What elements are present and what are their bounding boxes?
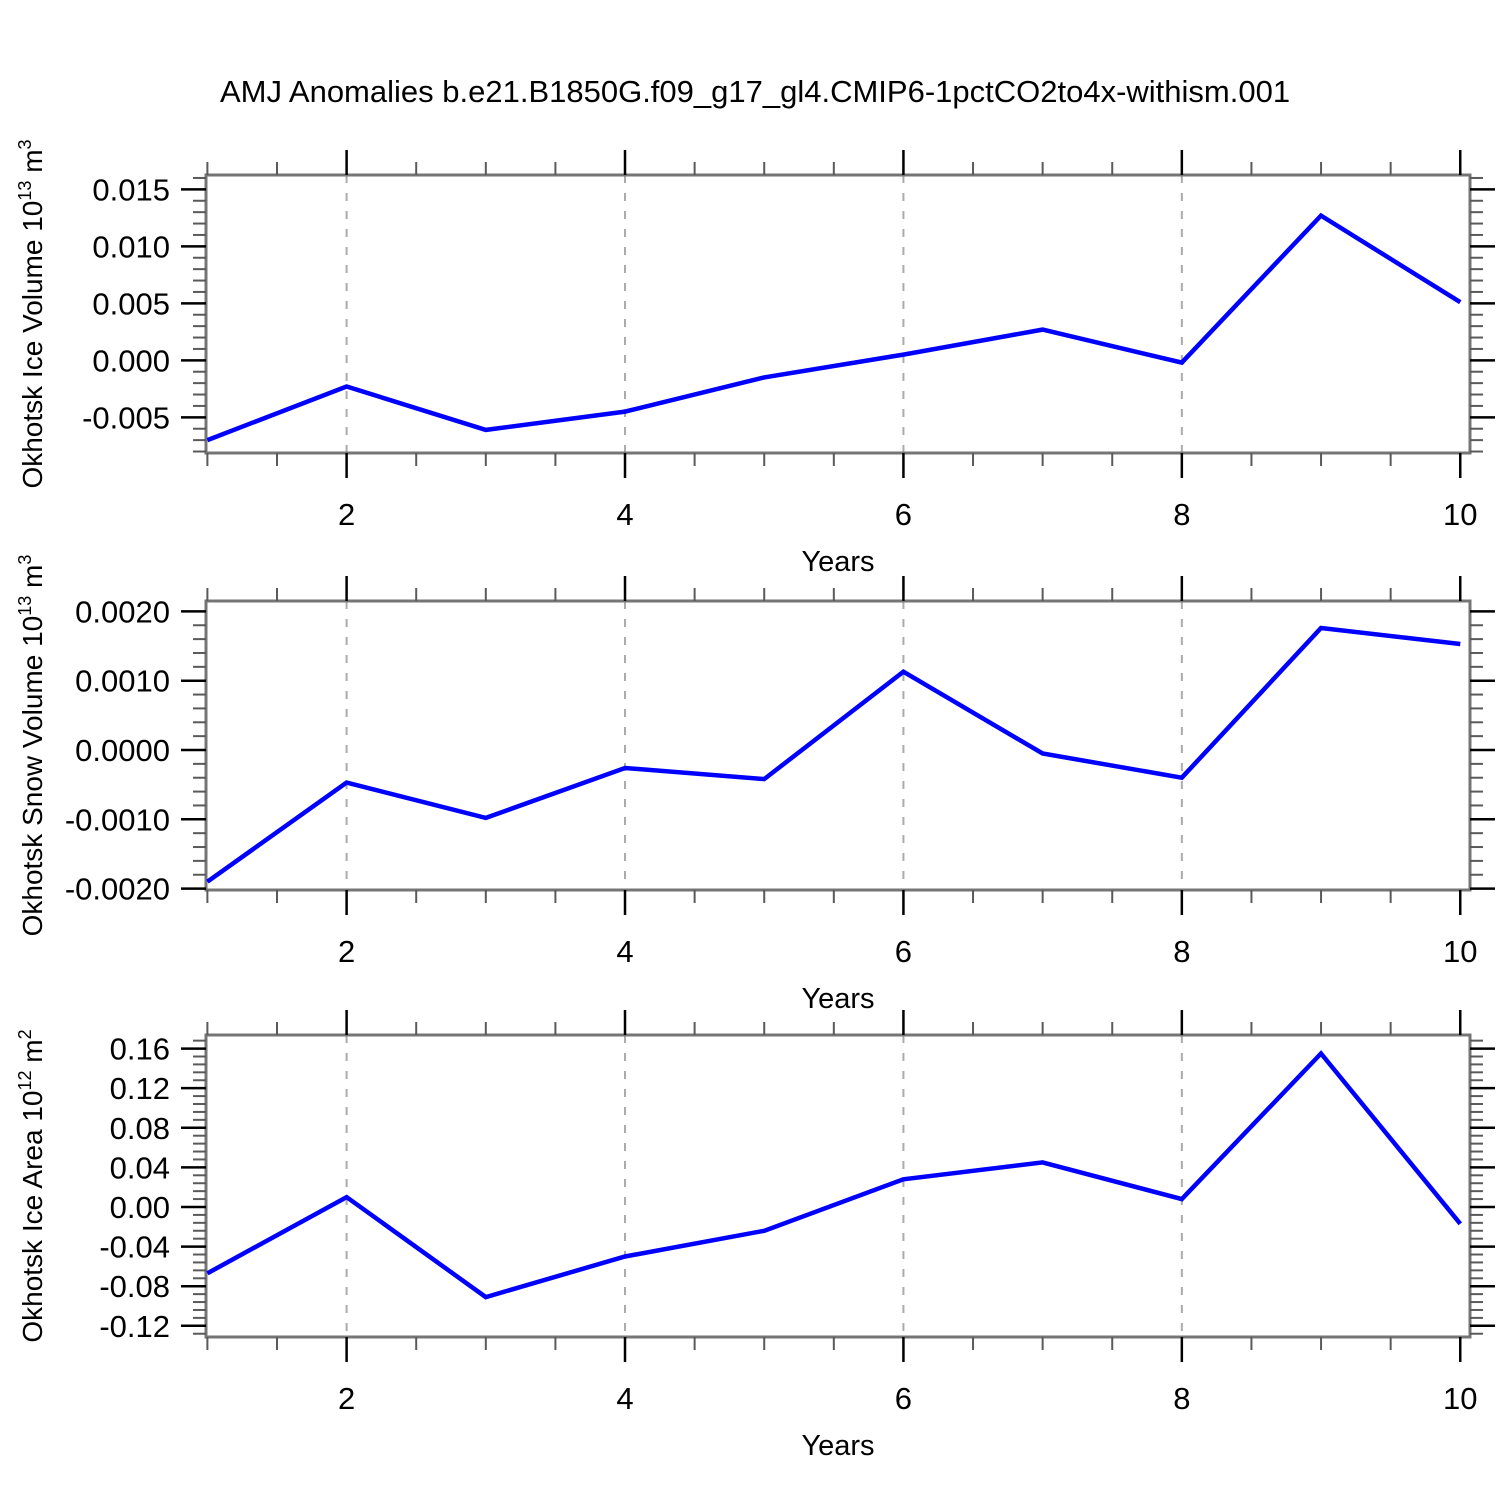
y-axis-label-superscript: 3	[15, 139, 35, 149]
y-tick-label: 0.16	[110, 1032, 170, 1067]
figure-title: AMJ Anomalies b.e21.B1850G.f09_g17_gl4.C…	[220, 74, 1291, 109]
y-axis-label-superscript: 12	[15, 1070, 35, 1090]
y-tick-label: 0.015	[92, 172, 170, 207]
x-tick-label: 2	[338, 497, 355, 532]
ice-volume-chart: 0.015 0.010 0.005 0.000 -0.005 2 4 6 8 10 Years Okh…	[15, 139, 1495, 578]
y-tick-label: 0.0000	[75, 733, 170, 768]
y-tick-label: 0.0020	[75, 594, 170, 629]
x-axis-label: Years	[801, 1430, 874, 1462]
y-tick-label: 0.010	[92, 229, 170, 264]
x-axis-label: Years	[801, 983, 874, 1015]
x-tick-label: 6	[895, 934, 912, 969]
x-tick-label: 2	[338, 934, 355, 969]
y-tick-label: 0.0010	[75, 664, 170, 699]
ice-volume-data-line	[206, 212, 1462, 443]
y-tick-label: -0.0010	[65, 802, 170, 837]
y-axis-label-superscript: 2	[15, 1029, 35, 1039]
plot-frame	[204, 1033, 1472, 1339]
y-tick-label: -0.0020	[65, 872, 170, 907]
y-tick-label: -0.005	[82, 400, 170, 435]
x-tick-label: 8	[1173, 497, 1190, 532]
y-tick-label: 0.00	[110, 1190, 170, 1225]
x-tick-label: 4	[616, 1381, 633, 1416]
y-tick-label: 0.000	[92, 343, 170, 378]
x-tick-label: 10	[1443, 934, 1477, 969]
y-tick-label: 0.08	[110, 1111, 170, 1146]
y-tick-label: -0.04	[99, 1230, 170, 1265]
y-axis-label-superscript: 3	[15, 555, 35, 565]
y-axis-label-text: Okhotsk Snow Volume 10	[17, 616, 48, 937]
ice-area-data-line	[206, 1050, 1463, 1300]
y-axis-label-text: m	[17, 149, 48, 180]
x-tick-label: 6	[895, 1381, 912, 1416]
snow-volume-data-line	[206, 625, 1461, 884]
y-tick-label: 0.005	[92, 286, 170, 321]
plot-frame	[204, 599, 1472, 892]
x-tick-label: 6	[895, 497, 912, 532]
x-axis-label: Years	[801, 546, 874, 578]
x-tick-label: 10	[1443, 497, 1477, 532]
x-tick-label: 2	[338, 1381, 355, 1416]
x-tick-label: 8	[1173, 934, 1190, 969]
y-axis-label-text: Okhotsk Ice Volume 10	[17, 201, 48, 489]
y-tick-label: 0.04	[110, 1150, 170, 1185]
y-axis-label-text: m	[17, 565, 48, 596]
y-axis-label: Okhotsk Ice Volume 1013 m3	[15, 139, 48, 488]
snow-volume-chart: 0.0020 0.0010 0.0000 -0.0010 -0.0020 2 4 6 8 10 Ye…	[15, 555, 1495, 1015]
ice-area-chart: 0.16 0.12 0.08 0.04 0.00 -0.04 -0.08 -0.12 2 4 6 8 1…	[15, 1010, 1495, 1462]
x-tick-label: 4	[616, 497, 633, 532]
x-tick-label: 4	[616, 934, 633, 969]
y-axis-label: Okhotsk Ice Area 1012 m2	[15, 1029, 48, 1342]
plot-frame	[204, 173, 1472, 455]
y-axis-label-superscript: 13	[15, 181, 35, 201]
y-tick-label: 0.12	[110, 1071, 170, 1106]
y-tick-label: -0.12	[99, 1309, 170, 1344]
y-axis-label-text: Okhotsk Ice Area 10	[17, 1091, 48, 1343]
x-tick-label: 8	[1173, 1381, 1190, 1416]
y-axis-label-superscript: 13	[15, 596, 35, 616]
y-axis-label-text: m	[17, 1039, 48, 1070]
y-axis-label: Okhotsk Snow Volume 1013 m3	[15, 555, 48, 937]
x-tick-label: 10	[1443, 1381, 1477, 1416]
y-tick-label: -0.08	[99, 1269, 170, 1304]
